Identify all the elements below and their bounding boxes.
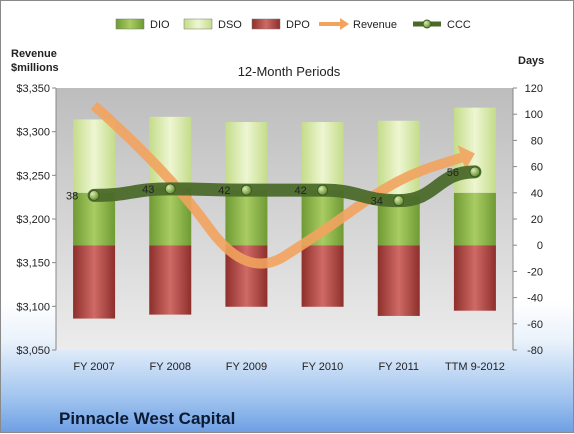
revenue-line — [90, 101, 464, 269]
right-tick-label: 60 — [531, 162, 543, 174]
dpo-bar — [377, 245, 420, 316]
legend-label-dpo: DPO — [286, 19, 310, 31]
ccc-data-label: 34 — [371, 196, 383, 208]
ccc-series: 38 43 42 42 34 56 — [66, 165, 482, 208]
legend-label-dio: DIO — [150, 19, 170, 31]
left-axis-title-line1: Revenue — [11, 48, 57, 60]
legend-arrow-revenue — [340, 18, 349, 30]
left-axis: $3,050 $3,100 $3,150 $3,200 $3,250 $3,300 $3,3… — [16, 83, 57, 357]
left-tick-label: $3,200 — [16, 214, 50, 226]
revenue-series — [90, 101, 475, 269]
plot-area — [56, 88, 513, 350]
chart-title: 12-Month Periods — [238, 64, 341, 79]
ccc-data-label: 38 — [66, 190, 78, 202]
right-tick-label: -20 — [527, 266, 543, 278]
ccc-data-label: 43 — [142, 184, 154, 196]
x-tick-label: FY 2007 — [73, 361, 114, 373]
ccc-point — [393, 195, 405, 207]
dpo-bar — [73, 245, 116, 319]
right-tick-label: -60 — [527, 319, 543, 331]
right-tick-label: 120 — [525, 83, 543, 95]
ccc-data-label: 56 — [447, 167, 459, 179]
legend: DIO DSO DPO Revenue CCC — [115, 18, 471, 31]
left-tick-label: $3,300 — [16, 127, 50, 139]
ccc-point — [317, 184, 329, 196]
left-tick-label: $3,250 — [16, 170, 50, 182]
ccc-point — [88, 189, 100, 201]
x-tick-label: FY 2011 — [378, 361, 419, 373]
legend-label-revenue: Revenue — [353, 19, 397, 31]
dio-bar — [225, 190, 268, 246]
right-tick-label: 40 — [531, 188, 543, 200]
left-tick-label: $3,100 — [16, 301, 50, 313]
x-tick-label: FY 2008 — [150, 361, 191, 373]
x-tick-label: TTM 9-2012 — [445, 361, 505, 373]
dpo-bar — [301, 245, 344, 307]
right-tick-label: 0 — [537, 240, 543, 252]
dso-bar — [301, 122, 344, 191]
right-tick-label: 100 — [525, 109, 543, 121]
x-tick-label: FY 2009 — [226, 361, 267, 373]
ccc-point — [469, 166, 481, 178]
legend-swatch-dio — [115, 18, 145, 30]
dso-bar — [225, 122, 268, 191]
left-tick-label: $3,350 — [16, 83, 50, 95]
x-tick-label: FY 2010 — [302, 361, 343, 373]
dpo-bar — [453, 245, 496, 311]
ccc-point — [240, 184, 252, 196]
legend-marker-ccc — [422, 19, 432, 29]
company-name: Pinnacle West Capital — [59, 409, 236, 428]
dpo-bar — [149, 245, 192, 315]
right-tick-label: -40 — [527, 293, 543, 305]
right-tick-label: -80 — [527, 345, 543, 357]
right-axis-title: Days — [518, 55, 544, 67]
right-tick-label: 20 — [531, 214, 543, 226]
ccc-data-label: 42 — [218, 185, 230, 197]
right-axis: -80 -60 -40 -20 0 20 40 60 80 100 120 — [512, 83, 543, 357]
dio-bar — [453, 192, 496, 246]
legend-swatch-dso — [183, 18, 213, 30]
ccc-data-label: 42 — [294, 185, 306, 197]
ccc-line — [87, 165, 482, 208]
ccc-point — [164, 183, 176, 195]
right-tick-label: 80 — [531, 135, 543, 147]
bars — [73, 107, 496, 319]
x-axis: FY 2007 FY 2008 FY 2009 FY 2010 FY 2011 TTM 9… — [73, 361, 504, 373]
legend-label-dso: DSO — [218, 19, 242, 31]
dso-bar — [73, 119, 116, 193]
revenue-arrowhead — [457, 145, 475, 171]
left-axis-title-line2: $millions — [11, 62, 59, 74]
left-tick-label: $3,150 — [16, 258, 50, 270]
legend-swatch-dpo — [251, 18, 281, 30]
legend-label-ccc: CCC — [447, 19, 471, 31]
left-tick-label: $3,050 — [16, 345, 50, 357]
